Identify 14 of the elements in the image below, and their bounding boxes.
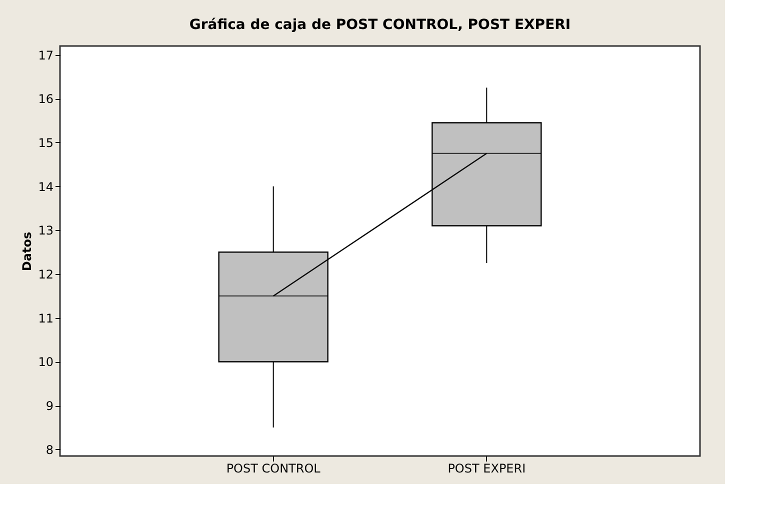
y-tick-label: 9 bbox=[46, 399, 54, 414]
chart-title: Gráfica de caja de POST CONTROL, POST EXPERI bbox=[189, 17, 571, 33]
y-tick-label: 13 bbox=[38, 224, 54, 238]
x-tick-label: POST EXPERI bbox=[448, 462, 526, 476]
y-tick-label: 10 bbox=[38, 355, 54, 370]
y-tick-label: 15 bbox=[38, 136, 54, 150]
y-axis-title: Datos bbox=[20, 232, 34, 272]
x-tick-label: POST CONTROL bbox=[226, 462, 321, 476]
y-tick-label: 16 bbox=[38, 92, 54, 106]
y-tick-label: 17 bbox=[38, 48, 54, 62]
y-tick-label: 14 bbox=[38, 180, 54, 194]
y-tick-label: 11 bbox=[38, 311, 54, 326]
y-tick-label: 8 bbox=[46, 442, 54, 457]
y-tick-label: 12 bbox=[38, 268, 54, 282]
